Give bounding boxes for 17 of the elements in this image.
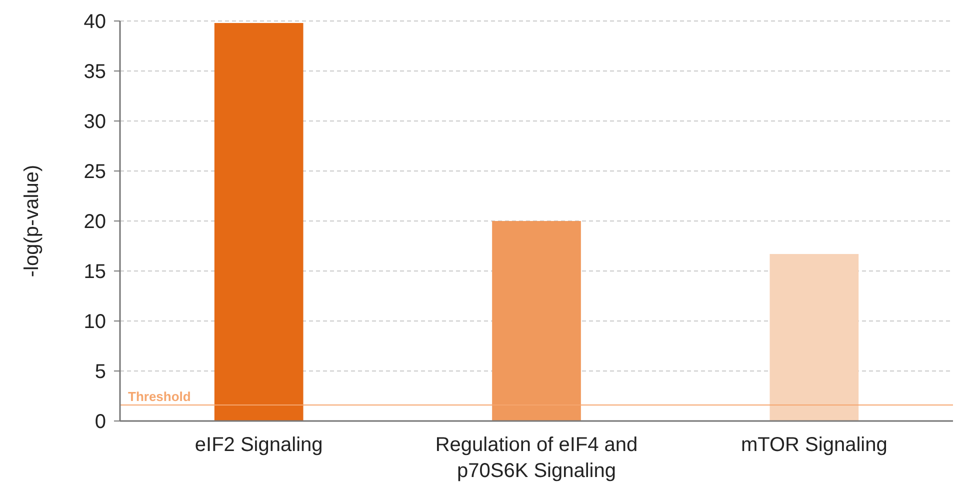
y-axis-title: -log(p-value) xyxy=(21,164,43,278)
bar xyxy=(214,23,304,421)
x-tick-label: eIF2 Signaling xyxy=(194,434,323,456)
y-tick-label: 10 xyxy=(84,311,106,333)
y-tick-label: 20 xyxy=(84,211,106,233)
bar xyxy=(770,254,859,421)
y-tick-label: 25 xyxy=(84,161,106,183)
y-tick-label: 40 xyxy=(84,11,106,33)
ref-line-label: Threshold xyxy=(128,389,191,404)
bar xyxy=(492,221,581,421)
x-tick-label: Regulation of eIF4 and p70S6K Signaling xyxy=(435,434,638,482)
y-tick-label: 30 xyxy=(84,111,106,133)
x-tick-label: mTOR Signaling xyxy=(740,434,888,456)
y-tick-label: 5 xyxy=(94,361,106,383)
y-tick-label: 35 xyxy=(84,61,106,83)
y-tick-label: 15 xyxy=(84,261,106,283)
y-tick-label: 0 xyxy=(94,411,106,433)
